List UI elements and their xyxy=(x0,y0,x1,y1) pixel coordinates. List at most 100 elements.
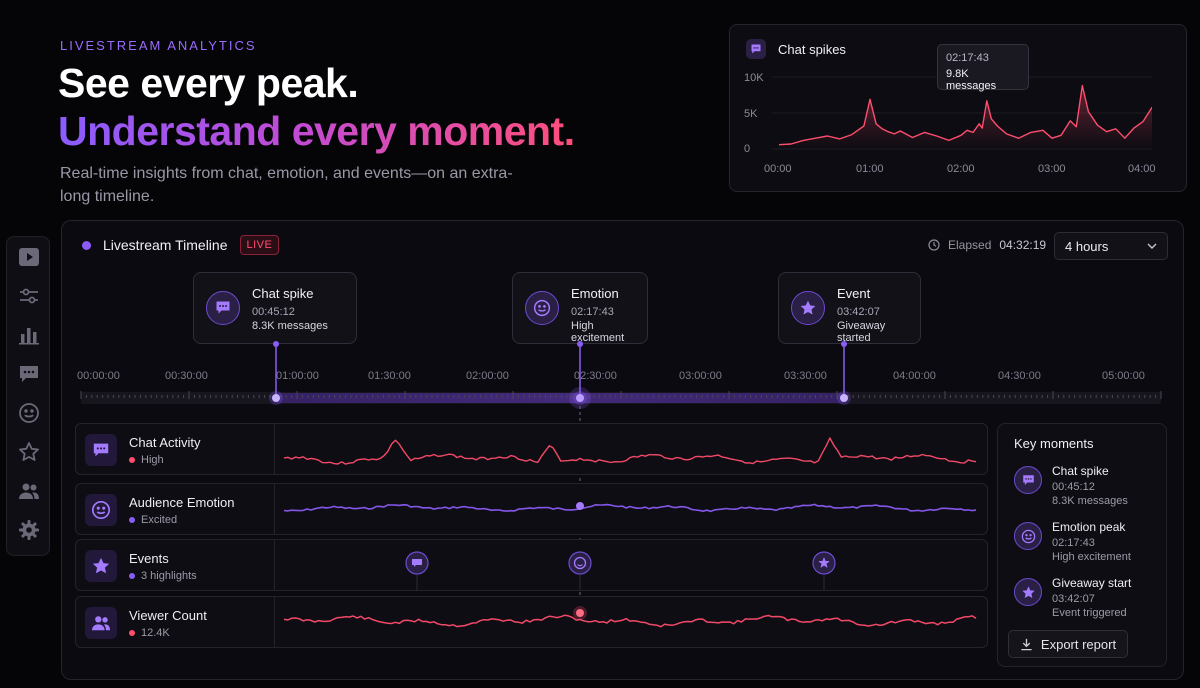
callout-time: 03:42:07 xyxy=(837,306,880,318)
track-status-text: Excited xyxy=(141,514,178,526)
track-name: Chat Activity xyxy=(129,435,201,450)
status-dot xyxy=(129,457,135,463)
time-tick-label: 04:30:00 xyxy=(998,370,1041,382)
key-moments-panel: Key moments Chat spike 00:45:12 8.3K mes… xyxy=(997,423,1167,667)
star-icon[interactable] xyxy=(17,440,41,464)
users-icon[interactable] xyxy=(17,479,41,503)
chat-bubble-icon xyxy=(85,434,117,466)
marker-glow xyxy=(837,391,851,405)
hero-title-line-1: See every peak. xyxy=(58,60,359,106)
chat-spikes-title: Chat spikes xyxy=(778,41,846,57)
smiley-icon xyxy=(525,291,559,325)
key-moment-time: 03:42:07 xyxy=(1052,593,1095,605)
chat-bubble-icon[interactable] xyxy=(17,362,41,386)
gear-icon[interactable] xyxy=(17,518,41,542)
track-chat-activity[interactable]: Chat Activity High xyxy=(75,423,988,475)
chat-bubble-icon xyxy=(746,39,766,59)
track-name: Audience Emotion xyxy=(129,495,235,510)
chat-bubble-icon xyxy=(206,291,240,325)
key-moment-desc: 8.3K messages xyxy=(1052,495,1128,507)
track-events[interactable]: Events 3 highlights xyxy=(75,539,988,591)
live-badge: LIVE xyxy=(239,235,280,255)
play-icon[interactable] xyxy=(17,245,41,269)
track-viewer-count[interactable]: Viewer Count 12.4K xyxy=(75,596,988,648)
key-moments-title: Key moments xyxy=(1014,436,1094,451)
elapsed-readout: Elapsed 04:32:19 xyxy=(928,238,1046,252)
smiley-icon xyxy=(85,494,117,526)
time-tick-label: 00:00:00 xyxy=(77,370,120,382)
divider xyxy=(274,424,275,474)
left-toolbar xyxy=(6,236,50,556)
time-tick-label: 00:30:00 xyxy=(165,370,208,382)
status-dot xyxy=(129,573,135,579)
sliders-icon[interactable] xyxy=(17,284,41,308)
key-moment-time: 02:17:43 xyxy=(1052,537,1095,549)
elapsed-label: Elapsed xyxy=(948,238,992,252)
time-tick-label: 01:30:00 xyxy=(368,370,411,382)
key-moment-title: Giveaway start xyxy=(1052,576,1132,590)
timeline-panel: Livestream Timeline LIVE Elapsed 04:32:1… xyxy=(61,220,1184,680)
key-moment-desc: Event triggered xyxy=(1052,607,1127,619)
callout-event[interactable]: Event 03:42:07 Giveaway started xyxy=(778,272,921,344)
track-status: 12.4K xyxy=(129,627,170,639)
x-tick-label: 02:00 xyxy=(947,163,975,175)
divider xyxy=(274,540,275,590)
chart-tooltip: 02:17:43 9.8K messages xyxy=(937,44,1029,92)
x-tick-label: 00:00 xyxy=(764,163,792,175)
callout-emotion[interactable]: Emotion 02:17:43 High excitement xyxy=(512,272,648,344)
marker-glow xyxy=(573,391,587,405)
key-moment-title: Emotion peak xyxy=(1052,520,1126,534)
ruler-track xyxy=(81,392,1161,404)
x-tick-label: 03:00 xyxy=(1038,163,1066,175)
time-tick-label: 05:00:00 xyxy=(1102,370,1145,382)
track-audience-emotion[interactable]: Audience Emotion Excited xyxy=(75,483,988,535)
star-icon xyxy=(1014,578,1042,606)
callout-title: Event xyxy=(837,286,871,301)
callout-chat-spike[interactable]: Chat spike 00:45:12 8.3K messages xyxy=(193,272,357,344)
chat-bubble-icon xyxy=(1014,466,1042,494)
hero-eyebrow: LIVESTREAM ANALYTICS xyxy=(60,38,257,53)
status-dot xyxy=(129,630,135,636)
track-status: 3 highlights xyxy=(129,570,197,582)
marker-glow xyxy=(269,391,283,405)
series-line xyxy=(778,84,1152,146)
callout-desc: High excitement xyxy=(571,320,625,344)
star-icon xyxy=(85,550,117,582)
bar-chart-icon[interactable] xyxy=(17,323,41,347)
track-status-text: High xyxy=(141,454,164,466)
hero-title-line-2: Understand every moment. xyxy=(58,108,575,154)
divider xyxy=(274,597,275,647)
tooltip-time: 02:17:43 xyxy=(946,52,989,64)
y-tick-label: 5K xyxy=(744,108,758,120)
chat-spikes-card: Chat spikes 10K 5K 0 00:00 01:00 02:00 0… xyxy=(729,24,1187,192)
download-icon xyxy=(1021,638,1032,650)
track-status-text: 12.4K xyxy=(141,627,170,639)
key-moment-time: 00:45:12 xyxy=(1052,481,1095,493)
key-moment-title: Chat spike xyxy=(1052,464,1109,478)
smiley-icon[interactable] xyxy=(17,401,41,425)
callout-desc: Giveaway started xyxy=(837,320,886,344)
callout-title: Emotion xyxy=(571,286,619,301)
y-tick-label: 0 xyxy=(744,143,751,155)
timeline-marker xyxy=(576,394,584,402)
elapsed-value: 04:32:19 xyxy=(999,238,1047,252)
tooltip-value: 9.8K messages xyxy=(946,68,997,92)
time-range-value: 4 hours xyxy=(1065,238,1109,254)
users-icon xyxy=(85,607,117,639)
callout-time: 02:17:43 xyxy=(571,306,614,318)
callout-time: 00:45:12 xyxy=(252,306,295,318)
time-tick-label: 01:00:00 xyxy=(276,370,319,382)
time-tick-label: 03:00:00 xyxy=(679,370,722,382)
star-icon xyxy=(791,291,825,325)
track-status-text: 3 highlights xyxy=(141,570,197,582)
track-status: High xyxy=(129,454,164,466)
time-range-select[interactable]: 4 hours xyxy=(1054,232,1168,260)
export-report-label: Export report xyxy=(1040,636,1117,652)
chevron-down-icon xyxy=(1147,243,1157,249)
timeline-marker xyxy=(272,394,280,402)
smiley-icon xyxy=(1014,522,1042,550)
y-tick-label: 10K xyxy=(744,72,764,84)
timeline-marker xyxy=(840,394,848,402)
track-name: Viewer Count xyxy=(129,608,207,623)
export-report-button[interactable]: Export report xyxy=(1008,630,1128,658)
